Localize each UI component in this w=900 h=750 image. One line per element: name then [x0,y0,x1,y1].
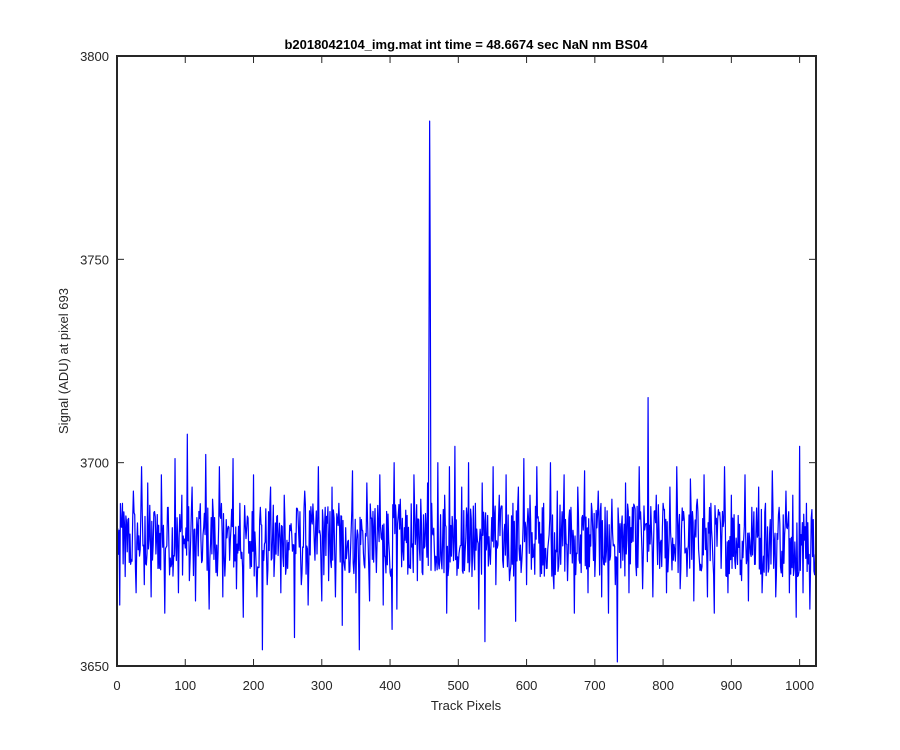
y-tick-label: 3650 [80,659,109,674]
ticks-layer: 0 100 200 300 400 500 600 700 800 900 1000 3650 3700… [80,49,816,693]
x-tick-label: 700 [584,678,606,693]
plot-area [117,56,816,666]
y-axis-label: Signal (ADU) at pixel 693 [56,288,71,434]
x-tick-label: 800 [652,678,674,693]
x-tick-label: 600 [516,678,538,693]
x-tick-label: 100 [174,678,196,693]
x-tick-label: 0 [113,678,120,693]
x-tick-label: 1000 [785,678,814,693]
x-tick-label: 200 [243,678,265,693]
x-tick-label: 900 [721,678,743,693]
y-tick-label: 3750 [80,252,109,267]
plot-frame [116,55,817,667]
series-layer [117,120,816,663]
x-tick-label: 300 [311,678,333,693]
y-tick-label: 3800 [80,49,109,64]
y-tick-label: 3700 [80,456,109,471]
x-axis-label: Track Pixels [431,698,502,713]
chart-title: b2018042104_img.mat int time = 48.6674 s… [284,37,648,52]
x-tick-label: 400 [379,678,401,693]
x-tick-label: 500 [447,678,469,693]
signal-series-line [117,120,816,663]
